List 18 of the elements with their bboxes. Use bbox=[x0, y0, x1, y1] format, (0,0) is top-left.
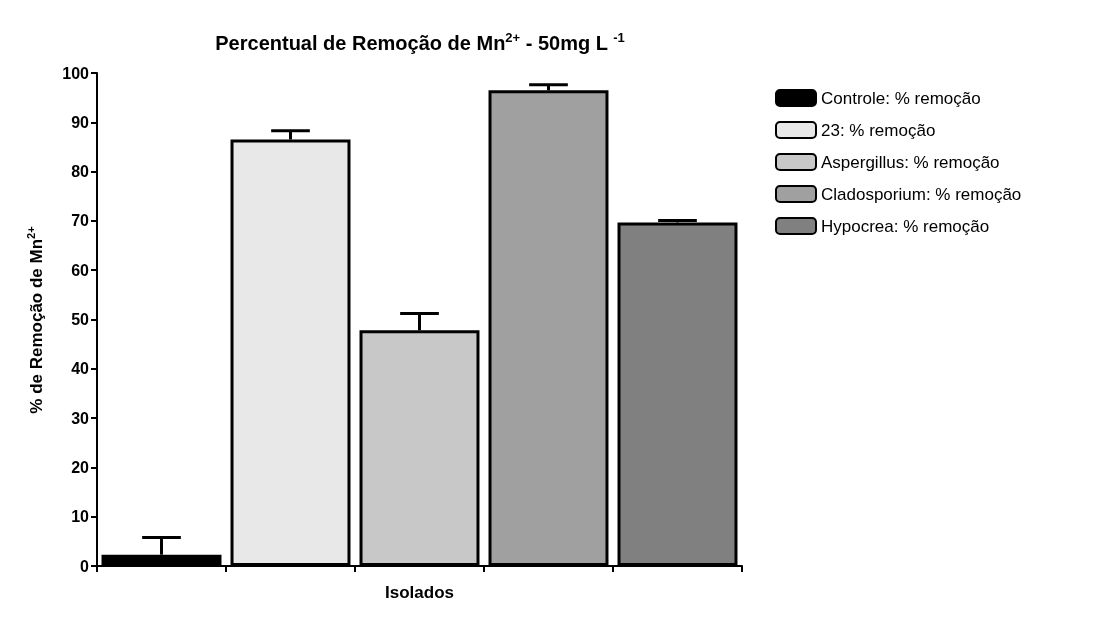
legend-label: Aspergillus: % remoção bbox=[821, 152, 1000, 172]
y-tick-label: 50 bbox=[71, 311, 90, 328]
legend-label: Controle: % remoção bbox=[821, 88, 981, 108]
y-tick-label: 10 bbox=[71, 508, 90, 526]
y-tick-label: 30 bbox=[71, 409, 90, 427]
y-tick-label: 40 bbox=[71, 360, 90, 378]
x-axis-title: Isolados bbox=[384, 583, 455, 603]
y-tick-label: 100 bbox=[62, 64, 90, 82]
y-tick-label: 60 bbox=[71, 261, 90, 279]
y-tick-label: 20 bbox=[71, 458, 90, 476]
legend-label: Hypocrea: % remoção bbox=[821, 216, 990, 236]
legend-label: Cladosporium: % remoção bbox=[821, 184, 1022, 204]
y-tick-label: 70 bbox=[71, 212, 90, 230]
y-tick-label: 80 bbox=[71, 163, 90, 181]
y-tick-label: 0 bbox=[80, 557, 90, 575]
y-tick-label: 90 bbox=[71, 113, 90, 131]
legend-label: 23: % remoção bbox=[821, 120, 936, 140]
chart-title: Percentual de Remoção de Mn$^{2+}$ - 50mg L $^{-1}$ bbox=[214, 30, 626, 55]
